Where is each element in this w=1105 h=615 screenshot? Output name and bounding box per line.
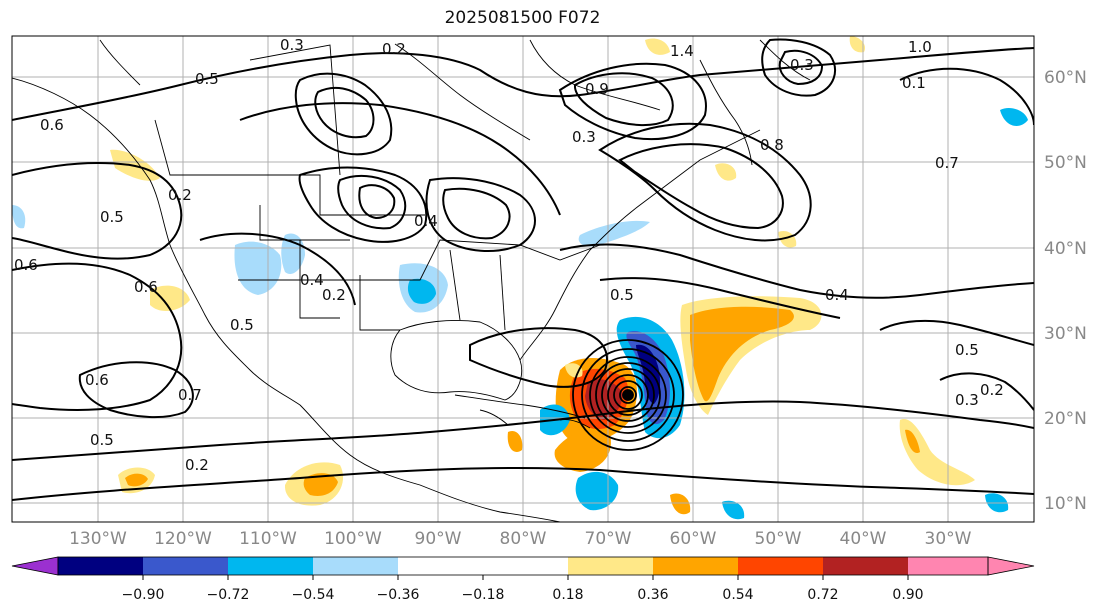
- lon-label: 120°W: [154, 529, 212, 549]
- lon-label: 50°W: [755, 529, 802, 549]
- colorbar-swatch: [313, 557, 398, 575]
- neg-region-north-atl: [1000, 108, 1028, 126]
- lon-label: 30°W: [925, 529, 972, 549]
- contour-label: 0.5: [90, 431, 114, 449]
- pos-region-north-2: [849, 36, 866, 53]
- contour-label: 0.2: [322, 286, 346, 304]
- contour-label: 0.3: [280, 36, 304, 54]
- lat-label: 10°N: [1044, 494, 1087, 514]
- colorbar-tick-label: 0.54: [722, 587, 753, 603]
- pos-region-bahamas: [565, 363, 583, 378]
- neg-region-atlantic-coast: [578, 220, 650, 247]
- colorbar-tick-label: 0.90: [892, 587, 923, 603]
- lat-label: 20°N: [1044, 409, 1087, 429]
- lon-label: 100°W: [324, 529, 382, 549]
- contour-label: 0.4: [825, 286, 849, 304]
- lat-label: 40°N: [1044, 239, 1087, 259]
- contour-label: 0.1: [902, 74, 926, 92]
- neg-region-texas-mid: [407, 278, 436, 304]
- contour-label: 0.5: [230, 316, 254, 334]
- contour-label: 0.6: [40, 116, 64, 134]
- lon-label: 130°W: [69, 529, 127, 549]
- lat-label: 30°N: [1044, 324, 1087, 344]
- colorbar-swatch: [398, 557, 568, 575]
- lon-label: 110°W: [239, 529, 297, 549]
- hurricane-contours: [572, 339, 684, 451]
- pos-region-hurricane-core: [585, 379, 623, 420]
- contour-label: 0.7: [935, 154, 959, 172]
- lon-label: 80°W: [500, 529, 547, 549]
- colorbar-min-arrow: [11, 556, 59, 576]
- colorbar-tick-label: −0.90: [122, 587, 165, 603]
- colorbar-tick-label: 0.36: [637, 587, 668, 603]
- contour-label: 0.3: [790, 56, 814, 74]
- lat-label: 50°N: [1044, 153, 1087, 173]
- colorbar-swatch: [908, 557, 988, 575]
- pos-region-colombia: [507, 430, 523, 452]
- contour-label: 0.4: [414, 212, 438, 230]
- contour-label: 0.2: [185, 456, 209, 474]
- colorbar-tick-label: 0.18: [552, 587, 583, 603]
- colorbar: −0.90 −0.72 −0.54 −0.36 −0.18 0.18 0.36 …: [11, 556, 1035, 603]
- contour-label: 0.6: [14, 256, 38, 274]
- contour-label: 1.0: [908, 38, 932, 56]
- map-title: 2025081500 F072: [444, 8, 601, 28]
- contour-label: 0.2: [168, 186, 192, 204]
- lon-label: 70°W: [585, 529, 632, 549]
- latitude-labels: 60°N 50°N 40°N 30°N 20°N 10°N: [1044, 68, 1087, 514]
- colorbar-swatch: [143, 557, 228, 575]
- pos-region-pacific-mid: [125, 473, 148, 487]
- contour-lines: [12, 38, 1034, 501]
- contour-label: 0.5: [100, 208, 124, 226]
- contour-label-group: 0.3 0.2 0.5 1.0 0.9 0.3 0.8 0.7 0.4 0.3 …: [14, 36, 1004, 474]
- colorbar-swatch: [568, 557, 653, 575]
- contour-label: 0.2: [382, 40, 406, 58]
- colorbar-swatch: [228, 557, 313, 575]
- lat-label: 60°N: [1044, 68, 1087, 88]
- colorbar-tick-label: −0.36: [377, 587, 420, 603]
- pos-region-north-1: [645, 38, 670, 55]
- neg-region-west: [12, 205, 26, 229]
- colorbar-swatch: [738, 557, 823, 575]
- contour-label: 0.9: [585, 80, 609, 98]
- colorbar-tick-label: −0.54: [292, 587, 335, 603]
- pos-region-labrador: [715, 163, 737, 181]
- lon-label: 60°W: [670, 529, 717, 549]
- lon-label: 40°W: [840, 529, 887, 549]
- colorbar-max-arrow: [987, 556, 1035, 576]
- pos-region-baja: [150, 285, 190, 312]
- colorbar-tick-label: 0.72: [807, 587, 838, 603]
- contour-label: 0.5: [955, 341, 979, 359]
- contour-label: 0.7: [178, 386, 202, 404]
- colorbar-tick-label: −0.18: [462, 587, 505, 603]
- colorbar-swatch: [653, 557, 738, 575]
- neg-region-south-2: [722, 500, 745, 520]
- contour-label: 0.2: [980, 381, 1004, 399]
- contour-label: 0.8: [760, 136, 784, 154]
- contour-label: 0.3: [955, 391, 979, 409]
- contour-label: 1.4: [670, 42, 694, 60]
- pos-region-north-small: [778, 230, 797, 248]
- contour-label: 0.6: [134, 278, 158, 296]
- colorbar-swatch: [823, 557, 908, 575]
- pos-region-mexico-mid: [303, 473, 338, 496]
- pos-region-south-2: [670, 493, 691, 515]
- longitude-labels: 130°W 120°W 110°W 100°W 90°W 80°W 70°W 6…: [69, 529, 972, 549]
- contour-label: 0.4: [300, 271, 324, 289]
- pos-region-atlantic-mid: [690, 306, 794, 402]
- contour-label: 0.5: [610, 286, 634, 304]
- contour-label: 0.3: [572, 128, 596, 146]
- colorbar-tick-label: −0.72: [207, 587, 250, 603]
- pos-region-east-atl: [899, 419, 975, 486]
- neg-region-plains: [234, 241, 282, 295]
- contour-label: 0.5: [195, 70, 219, 88]
- pos-region-east-atl-mid: [905, 429, 920, 454]
- contour-label: 0.6: [85, 371, 109, 389]
- lon-label: 90°W: [415, 529, 462, 549]
- map-frame: [11, 35, 1035, 523]
- colorbar-swatch: [58, 557, 143, 575]
